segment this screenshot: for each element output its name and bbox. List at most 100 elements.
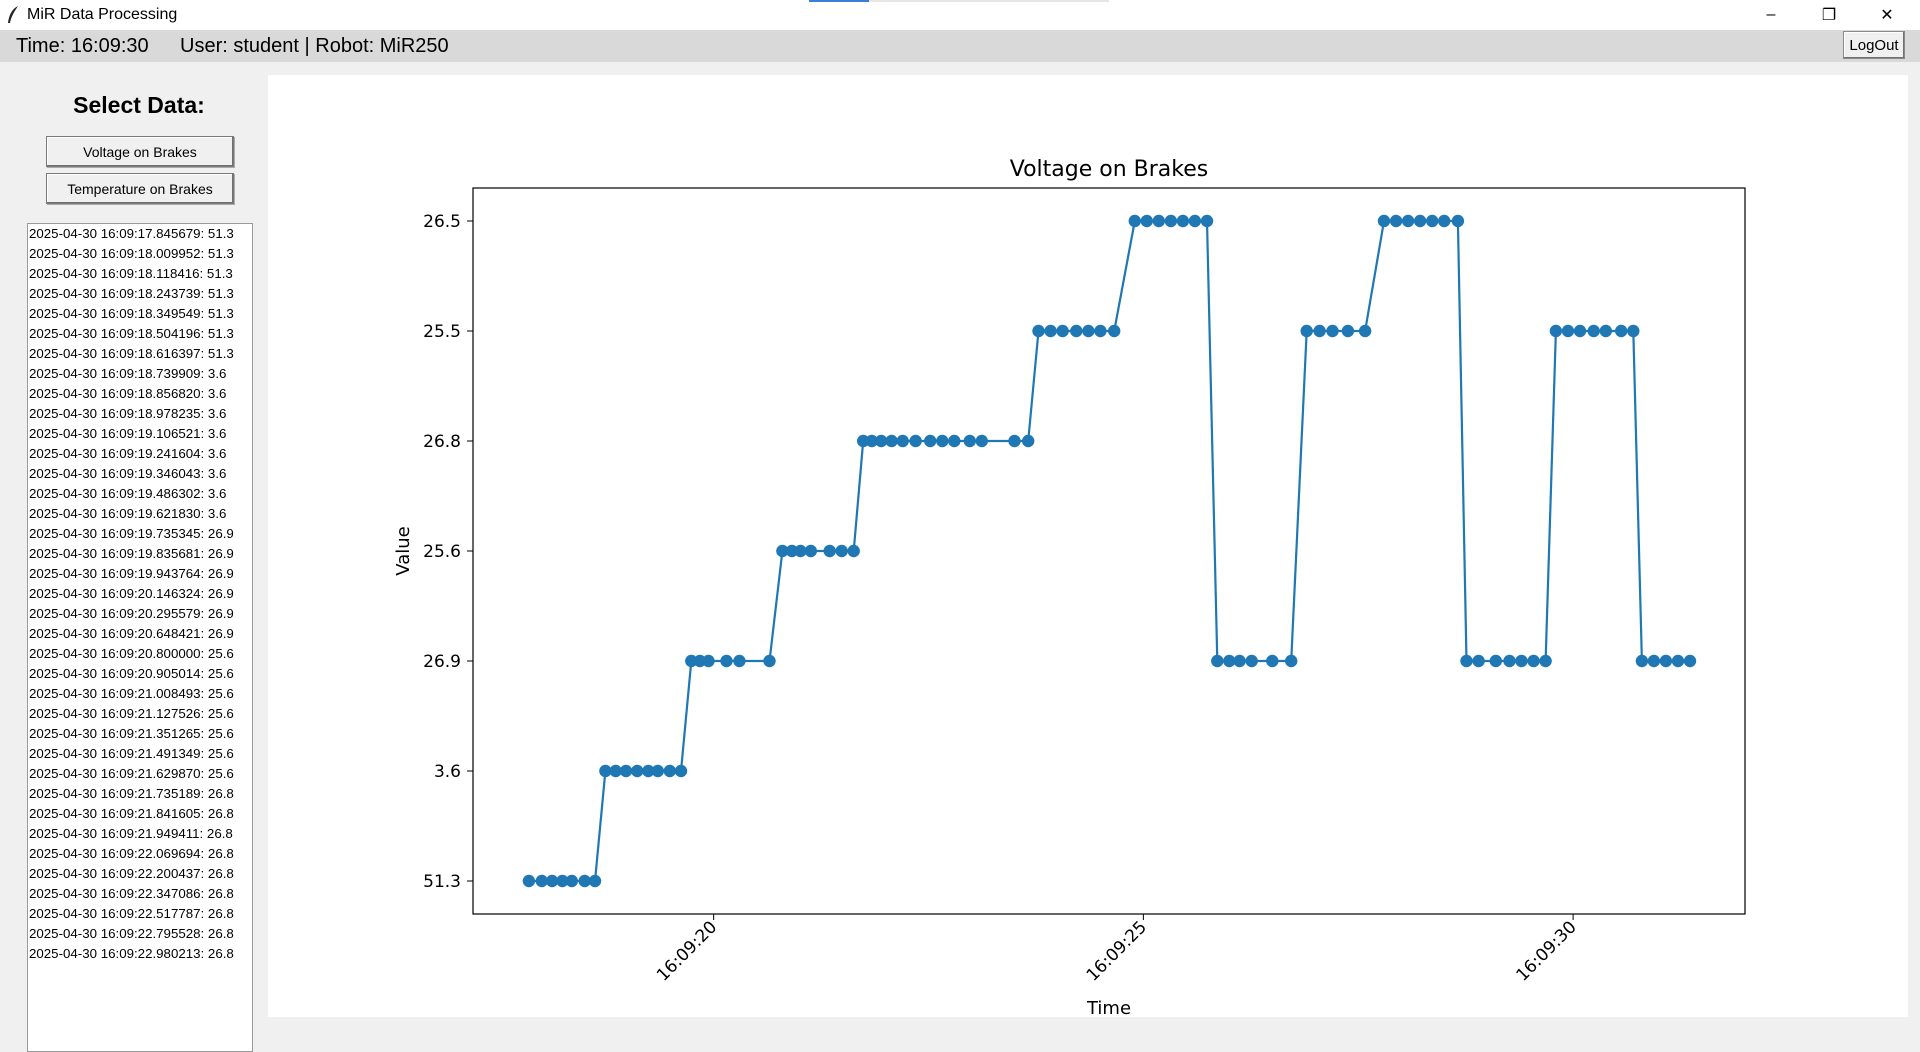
list-item[interactable]: 2025-04-30 16:09:21.127526: 25.6 [29, 706, 234, 721]
list-item[interactable]: 2025-04-30 16:09:22.795528: 26.8 [29, 926, 234, 941]
list-item[interactable]: 2025-04-30 16:09:21.949411: 26.8 [29, 826, 233, 841]
y-tick-label: 26.5 [423, 212, 461, 232]
data-point [1152, 214, 1165, 228]
list-item[interactable]: 2025-04-30 16:09:21.841605: 26.8 [29, 806, 234, 821]
list-item[interactable]: 2025-04-30 16:09:21.491349: 25.6 [29, 746, 234, 761]
minimize-icon: – [1766, 6, 1776, 23]
data-point [1300, 324, 1313, 338]
list-item[interactable]: 2025-04-30 16:09:22.517787: 26.8 [29, 906, 234, 921]
data-point [1188, 214, 1202, 228]
data-point [875, 434, 888, 448]
list-item[interactable]: 2025-04-30 16:09:22.347086: 26.8 [29, 886, 234, 901]
data-point [651, 764, 664, 778]
x-axis-label: Time [1086, 998, 1131, 1017]
data-point [674, 764, 688, 778]
list-item[interactable]: 2025-04-30 16:09:19.621830: 3.6 [29, 506, 227, 521]
list-item[interactable]: 2025-04-30 16:09:21.351265: 25.6 [29, 726, 234, 741]
list-item[interactable]: 2025-04-30 16:09:19.735345: 26.9 [29, 526, 234, 541]
data-point [865, 434, 878, 448]
data-point [948, 434, 961, 448]
chart-canvas: Voltage on Brakes 51.3 3.6 26.9 25.6 26.8 25.5… [268, 75, 1908, 1017]
list-item[interactable]: 2025-04-30 16:09:18.856820: 3.6 [29, 386, 227, 401]
y-axis-label: Value [393, 526, 414, 575]
list-item[interactable]: 2025-04-30 16:09:19.943764: 26.9 [29, 566, 234, 581]
data-point [1082, 324, 1095, 338]
data-listbox[interactable]: 2025-04-30 16:09:17.845679: 51.3 2025-04-… [27, 223, 253, 1052]
data-point [1683, 654, 1697, 668]
data-point [693, 654, 707, 668]
list-item[interactable]: 2025-04-30 16:09:18.978235: 3.6 [29, 406, 227, 421]
data-point [1671, 654, 1685, 668]
list-item[interactable]: 2025-04-30 16:09:19.106521: 3.6 [29, 426, 227, 441]
voltage-on-brakes-button[interactable]: Voltage on Brakes [46, 136, 234, 167]
y-tick-label: 26.9 [423, 652, 461, 672]
window-title-bar: MiR Data Processing – ❐ ✕ [0, 0, 1920, 30]
minimize-button[interactable]: – [1742, 0, 1800, 30]
list-item[interactable]: 2025-04-30 16:09:20.295579: 26.9 [29, 606, 234, 621]
list-item[interactable]: 2025-04-30 16:09:20.800000: 25.6 [29, 646, 234, 661]
y-tick-label: 25.5 [423, 322, 461, 342]
data-point [1176, 214, 1190, 228]
data-point [924, 434, 937, 448]
temperature-on-brakes-button[interactable]: Temperature on Brakes [46, 173, 234, 204]
list-item[interactable]: 2025-04-30 16:09:21.008493: 25.6 [29, 686, 234, 701]
list-item[interactable]: 2025-04-30 16:09:20.905014: 25.6 [29, 666, 234, 681]
list-item[interactable]: 2025-04-30 16:09:18.616397: 51.3 [29, 346, 234, 361]
list-item[interactable]: 2025-04-30 16:09:19.486302: 3.6 [29, 486, 227, 501]
data-point [1056, 324, 1069, 338]
data-point [631, 764, 644, 778]
data-point [1635, 654, 1649, 668]
list-item[interactable]: 2025-04-30 16:09:19.241604: 3.6 [29, 446, 227, 461]
data-point [1451, 214, 1465, 228]
list-item[interactable]: 2025-04-30 16:09:22.200437: 26.8 [29, 866, 234, 881]
data-point [1515, 654, 1528, 668]
list-item[interactable]: 2025-04-30 16:09:22.980213: 26.8 [29, 946, 234, 961]
data-point [885, 434, 898, 448]
x-tick-label: 16:09:25 [1083, 917, 1151, 985]
list-item[interactable]: 2025-04-30 16:09:18.504196: 51.3 [29, 326, 234, 341]
data-point [545, 874, 559, 888]
window-title: MiR Data Processing [27, 6, 178, 23]
restore-button[interactable]: ❐ [1800, 0, 1858, 30]
list-item[interactable]: 2025-04-30 16:09:17.845679: 51.3 [29, 226, 234, 241]
data-point [702, 654, 715, 668]
data-point [599, 764, 612, 778]
title-accent-gray [869, 0, 1109, 2]
data-point [1094, 324, 1107, 338]
list-item[interactable]: 2025-04-30 16:09:20.146324: 26.9 [29, 586, 234, 601]
y-tick-label: 25.6 [423, 542, 461, 562]
list-item[interactable]: 2025-04-30 16:09:21.735189: 26.8 [29, 786, 234, 801]
list-item[interactable]: 2025-04-30 16:09:18.118416: 51.3 [29, 266, 233, 281]
list-item[interactable]: 2025-04-30 16:09:18.243739: 51.3 [29, 286, 234, 301]
data-point [1326, 324, 1339, 338]
status-user-robot: User: student | Robot: MiR250 [180, 35, 449, 57]
y-tick-label: 3.6 [434, 762, 461, 782]
data-point [642, 764, 655, 778]
list-item[interactable]: 2025-04-30 16:09:19.346043: 3.6 [29, 466, 227, 481]
data-point [936, 434, 949, 448]
list-item[interactable]: 2025-04-30 16:09:18.349549: 51.3 [29, 306, 234, 321]
list-item[interactable]: 2025-04-30 16:09:18.009952: 51.3 [29, 246, 234, 261]
data-point [1285, 654, 1298, 668]
data-point [1377, 214, 1391, 228]
x-tick-label: 16:09:20 [653, 917, 721, 985]
list-item[interactable]: 2025-04-30 16:09:21.629870: 25.6 [29, 766, 234, 781]
status-bar: Time: 16:09:30 User: student | Robot: Mi… [0, 30, 1920, 62]
close-icon: ✕ [1880, 7, 1894, 24]
status-time: Time: 16:09:30 [16, 35, 149, 57]
close-button[interactable]: ✕ [1858, 0, 1916, 30]
restore-icon: ❐ [1821, 7, 1837, 24]
data-point [1140, 214, 1153, 228]
data-point [1108, 324, 1121, 338]
data-point [785, 544, 799, 558]
data-point [1627, 324, 1640, 338]
data-point [663, 764, 676, 778]
data-point [776, 544, 789, 558]
data-point [763, 654, 776, 668]
list-item[interactable]: 2025-04-30 16:09:18.739909: 3.6 [29, 366, 227, 381]
logout-button[interactable]: LogOut [1843, 31, 1905, 59]
list-item[interactable]: 2025-04-30 16:09:22.069694: 26.8 [29, 846, 234, 861]
data-point [1549, 324, 1563, 338]
list-item[interactable]: 2025-04-30 16:09:19.835681: 26.9 [29, 546, 234, 561]
list-item[interactable]: 2025-04-30 16:09:20.648421: 26.9 [29, 626, 234, 641]
